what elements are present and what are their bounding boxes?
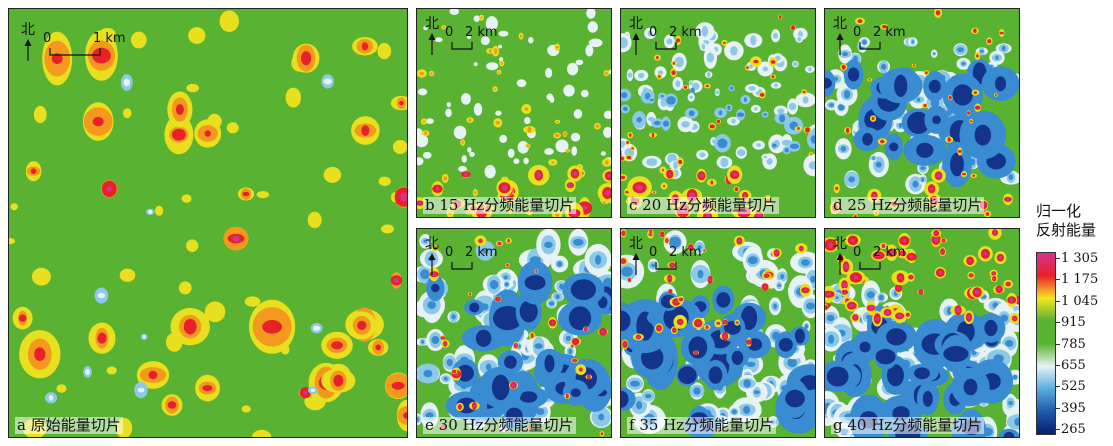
legend-title-line1: 归一化 — [1036, 202, 1082, 220]
scale-bar — [451, 42, 473, 50]
scale-bar — [49, 48, 101, 56]
scale-zero-label: 0 — [649, 245, 658, 260]
scale-max-label: 1 km — [93, 31, 126, 46]
colorbar-tick-mark — [1056, 279, 1060, 281]
scale-max-label: 2 km — [669, 245, 702, 260]
scale-bar — [859, 42, 881, 50]
north-arrow-icon — [428, 253, 436, 275]
north-arrow-icon — [836, 33, 844, 55]
colorbar-tick-mark — [1056, 300, 1060, 302]
scale-bar — [859, 262, 881, 270]
scale-bar — [655, 262, 677, 270]
north-arrow-icon — [428, 33, 436, 55]
north-arrow-icon — [632, 253, 640, 275]
legend-title-line2: 反射能量 — [1036, 221, 1097, 239]
north-label: 北 — [21, 22, 35, 38]
colorbar-tick-mark — [1056, 407, 1060, 409]
energy-map-b — [417, 9, 611, 217]
scale-max-label: 2 km — [669, 25, 702, 40]
scale-zero-label: 0 — [445, 25, 454, 40]
colorbar-tick-label: 655 — [1061, 357, 1086, 373]
scale-max-label: 2 km — [873, 245, 906, 260]
energy-map-c — [621, 9, 815, 217]
colorbar-tick-label: 1 045 — [1061, 293, 1099, 309]
panel-caption: a 原始能量切片 — [15, 416, 123, 434]
colorbar-tick-label: 1 175 — [1061, 272, 1099, 288]
scale-zero-label: 0 — [853, 25, 862, 40]
panel-caption: d 25 Hz分频能量切片 — [831, 196, 985, 214]
panel-caption: e 30 Hz分频能量切片 — [423, 416, 576, 434]
colorbar-tick-label: 915 — [1061, 315, 1086, 331]
panel-caption: c 20 Hz分频能量切片 — [627, 196, 780, 214]
colorbar-tick-label: 395 — [1061, 400, 1086, 416]
panel-caption: g 40 Hz分频能量切片 — [831, 416, 985, 434]
energy-colorbar — [1036, 252, 1056, 435]
colorbar-tick-mark — [1056, 258, 1060, 259]
north-label: 北 — [425, 16, 439, 32]
scale-max-label: 2 km — [465, 245, 498, 260]
colorbar-tick-label: 265 — [1061, 422, 1086, 437]
colorbar-tick-mark — [1056, 429, 1060, 430]
north-label: 北 — [629, 16, 643, 32]
colorbar-tick-mark — [1056, 322, 1060, 324]
north-label: 北 — [629, 236, 643, 252]
scale-zero-label: 0 — [853, 245, 862, 260]
north-arrow-icon — [836, 253, 844, 275]
colorbar-tick-label: 1 305 — [1061, 251, 1099, 266]
north-arrow-icon — [632, 33, 640, 55]
colorbar-tick-mark — [1056, 386, 1060, 388]
north-arrow-icon — [24, 39, 32, 61]
energy-map-f — [621, 229, 815, 437]
panel-caption: f 35 Hz分频能量切片 — [627, 416, 777, 434]
colorbar-tick-label: 785 — [1061, 336, 1086, 352]
north-label: 北 — [425, 236, 439, 252]
energy-map-a — [9, 9, 407, 437]
north-label: 北 — [833, 16, 847, 32]
colorbar-tick-mark — [1056, 343, 1060, 345]
scale-zero-label: 0 — [445, 245, 454, 260]
scale-max-label: 2 km — [465, 25, 498, 40]
colorbar-tick-label: 525 — [1061, 379, 1086, 395]
north-label: 北 — [833, 236, 847, 252]
scale-bar — [451, 262, 473, 270]
energy-map-e — [417, 229, 611, 437]
energy-map-g — [825, 229, 1019, 437]
scale-zero-label: 0 — [649, 25, 658, 40]
scale-zero-label: 0 — [43, 31, 52, 46]
scale-max-label: 2 km — [873, 25, 906, 40]
panel-caption: b 15 Hz分频能量切片 — [423, 196, 577, 214]
scale-bar — [655, 42, 677, 50]
energy-map-d — [825, 9, 1019, 217]
colorbar-tick-mark — [1056, 364, 1060, 366]
